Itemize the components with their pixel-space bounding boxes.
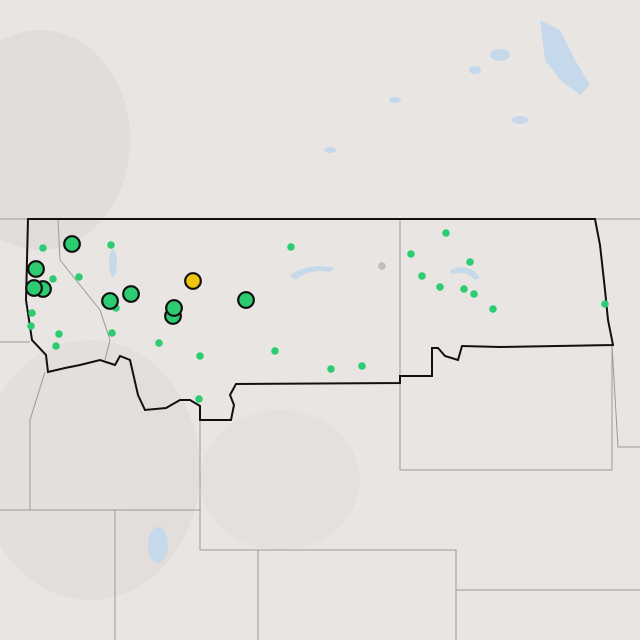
small-green-marker[interactable] xyxy=(52,342,60,350)
small-green-marker[interactable] xyxy=(287,243,295,251)
lakes xyxy=(109,20,590,563)
small-green-marker[interactable] xyxy=(327,365,335,373)
highlighted-region-border xyxy=(24,218,615,421)
small-green-marker[interactable] xyxy=(39,244,47,252)
small-green-marker[interactable] xyxy=(195,395,203,403)
large-green-marker[interactable] xyxy=(165,299,183,317)
small-green-marker[interactable] xyxy=(108,329,116,337)
small-green-marker[interactable] xyxy=(470,290,478,298)
large-green-marker[interactable] xyxy=(237,291,255,309)
small-green-marker[interactable] xyxy=(196,352,204,360)
small-green-marker[interactable] xyxy=(489,305,497,313)
small-green-marker[interactable] xyxy=(358,362,366,370)
small-green-marker[interactable] xyxy=(418,272,426,280)
markers-layer xyxy=(25,229,609,403)
small-green-marker[interactable] xyxy=(407,250,415,258)
large-green-marker[interactable] xyxy=(27,260,45,278)
small-gray-marker[interactable] xyxy=(378,262,386,270)
small-green-marker[interactable] xyxy=(55,330,63,338)
large-yellow-marker[interactable] xyxy=(184,272,202,290)
small-green-marker[interactable] xyxy=(27,322,35,330)
large-green-marker[interactable] xyxy=(25,279,43,297)
small-green-marker[interactable] xyxy=(442,229,450,237)
small-green-marker[interactable] xyxy=(466,258,474,266)
small-green-marker[interactable] xyxy=(460,285,468,293)
small-green-marker[interactable] xyxy=(75,273,83,281)
large-green-marker[interactable] xyxy=(63,235,81,253)
small-green-marker[interactable] xyxy=(601,300,609,308)
large-green-marker[interactable] xyxy=(122,285,140,303)
small-green-marker[interactable] xyxy=(155,339,163,347)
small-green-marker[interactable] xyxy=(49,275,57,283)
small-green-marker[interactable] xyxy=(436,283,444,291)
small-green-marker[interactable] xyxy=(28,309,36,317)
small-green-marker[interactable] xyxy=(107,241,115,249)
small-green-marker[interactable] xyxy=(271,347,279,355)
large-green-marker[interactable] xyxy=(101,292,119,310)
